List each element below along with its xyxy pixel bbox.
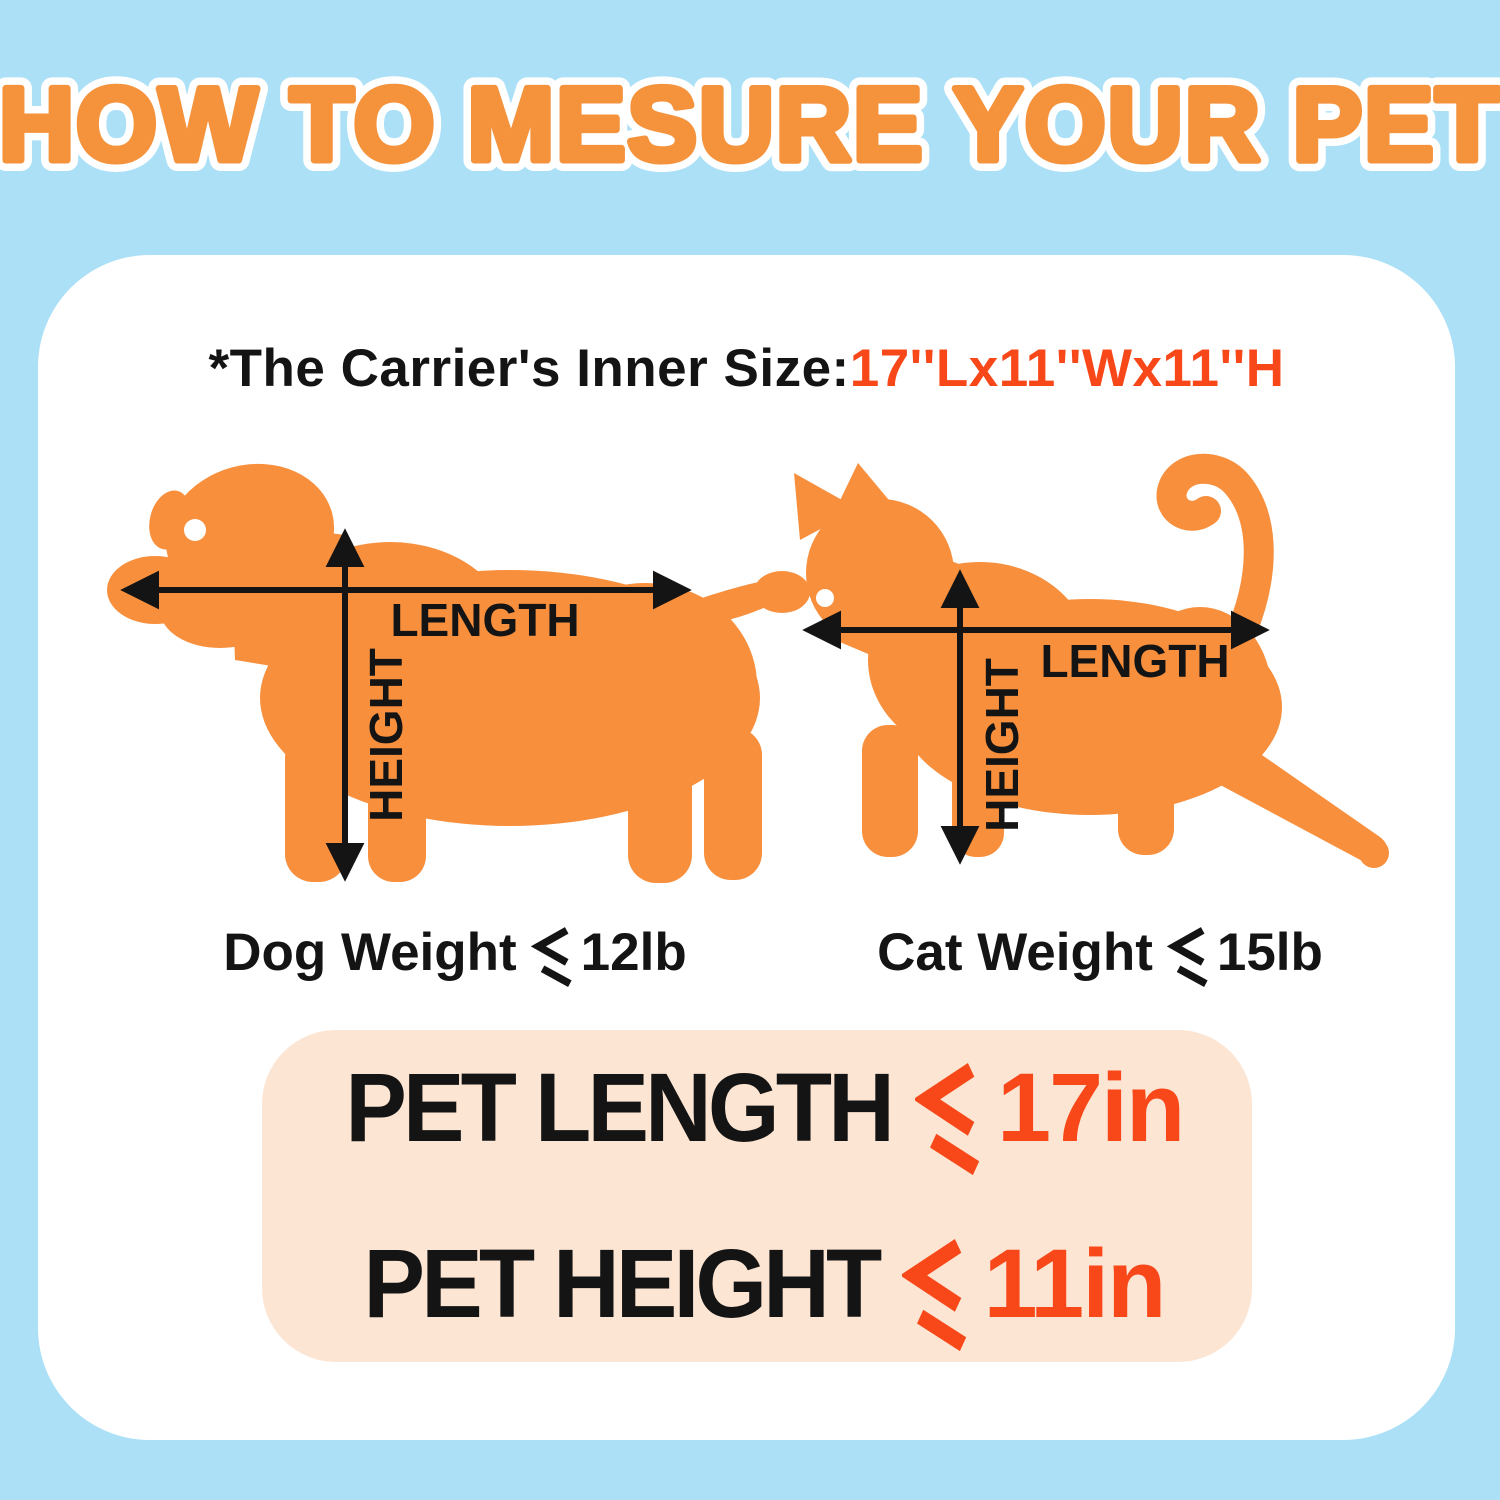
cat-eye (816, 589, 834, 607)
cat-length-label: LENGTH (1040, 635, 1229, 687)
carrier-inner-size: *The Carrier's Inner Size:17''Lx11''Wx11… (38, 338, 1455, 399)
pet-height-limit-value: 11in (983, 1229, 1167, 1338)
pet-height-limit-label: PET HEIGHT (363, 1229, 882, 1338)
cat-weight-value: 15lb (1216, 922, 1323, 982)
dog-length-label: LENGTH (390, 594, 579, 646)
dog-weight-value: 12lb (580, 922, 687, 982)
less-than-or-equal-icon (901, 1238, 966, 1352)
title-banner: HOW TO MESURE YOUR PET HOW TO MESURE YOU… (0, 56, 1500, 194)
cat-height-label: HEIGHT (976, 658, 1028, 832)
page-title: HOW TO MESURE YOUR PET (0, 67, 1500, 183)
pet-height-limit-row: PET HEIGHT 11in (350, 1214, 1167, 1354)
dog-silhouette (107, 463, 799, 883)
dog-eye (184, 519, 206, 541)
pet-length-limit-row: PET LENGTH 17in (331, 1038, 1185, 1178)
cat-measurement-figure: LENGTH HEIGHT (754, 453, 1389, 868)
less-than-or-equal-icon (915, 1062, 980, 1176)
cat-silhouette (754, 453, 1389, 868)
pet-length-limit-label: PET LENGTH (345, 1053, 894, 1162)
page-title-outline: HOW TO MESURE YOUR PET (0, 67, 1500, 183)
carrier-inner-size-label: *The Carrier's Inner Size: (208, 339, 850, 398)
carrier-inner-size-value: 17''Lx11''Wx11''H (849, 339, 1285, 398)
dog-height-label: HEIGHT (360, 648, 412, 822)
less-than-or-equal-icon (530, 927, 572, 987)
cat-weight-caption: Cat Weight 15lb (770, 912, 1430, 992)
cat-weight-label: Cat Weight (877, 922, 1153, 982)
dog-measurement-figure: LENGTH HEIGHT (107, 463, 799, 883)
dog-weight-label: Dog Weight (223, 922, 517, 982)
pet-limits-panel: PET LENGTH 17in PET HEIGHT 11in (262, 1030, 1252, 1362)
pet-length-limit-value: 17in (997, 1053, 1185, 1162)
dog-weight-caption: Dog Weight 12lb (100, 912, 810, 992)
less-than-or-equal-icon (1166, 927, 1208, 987)
